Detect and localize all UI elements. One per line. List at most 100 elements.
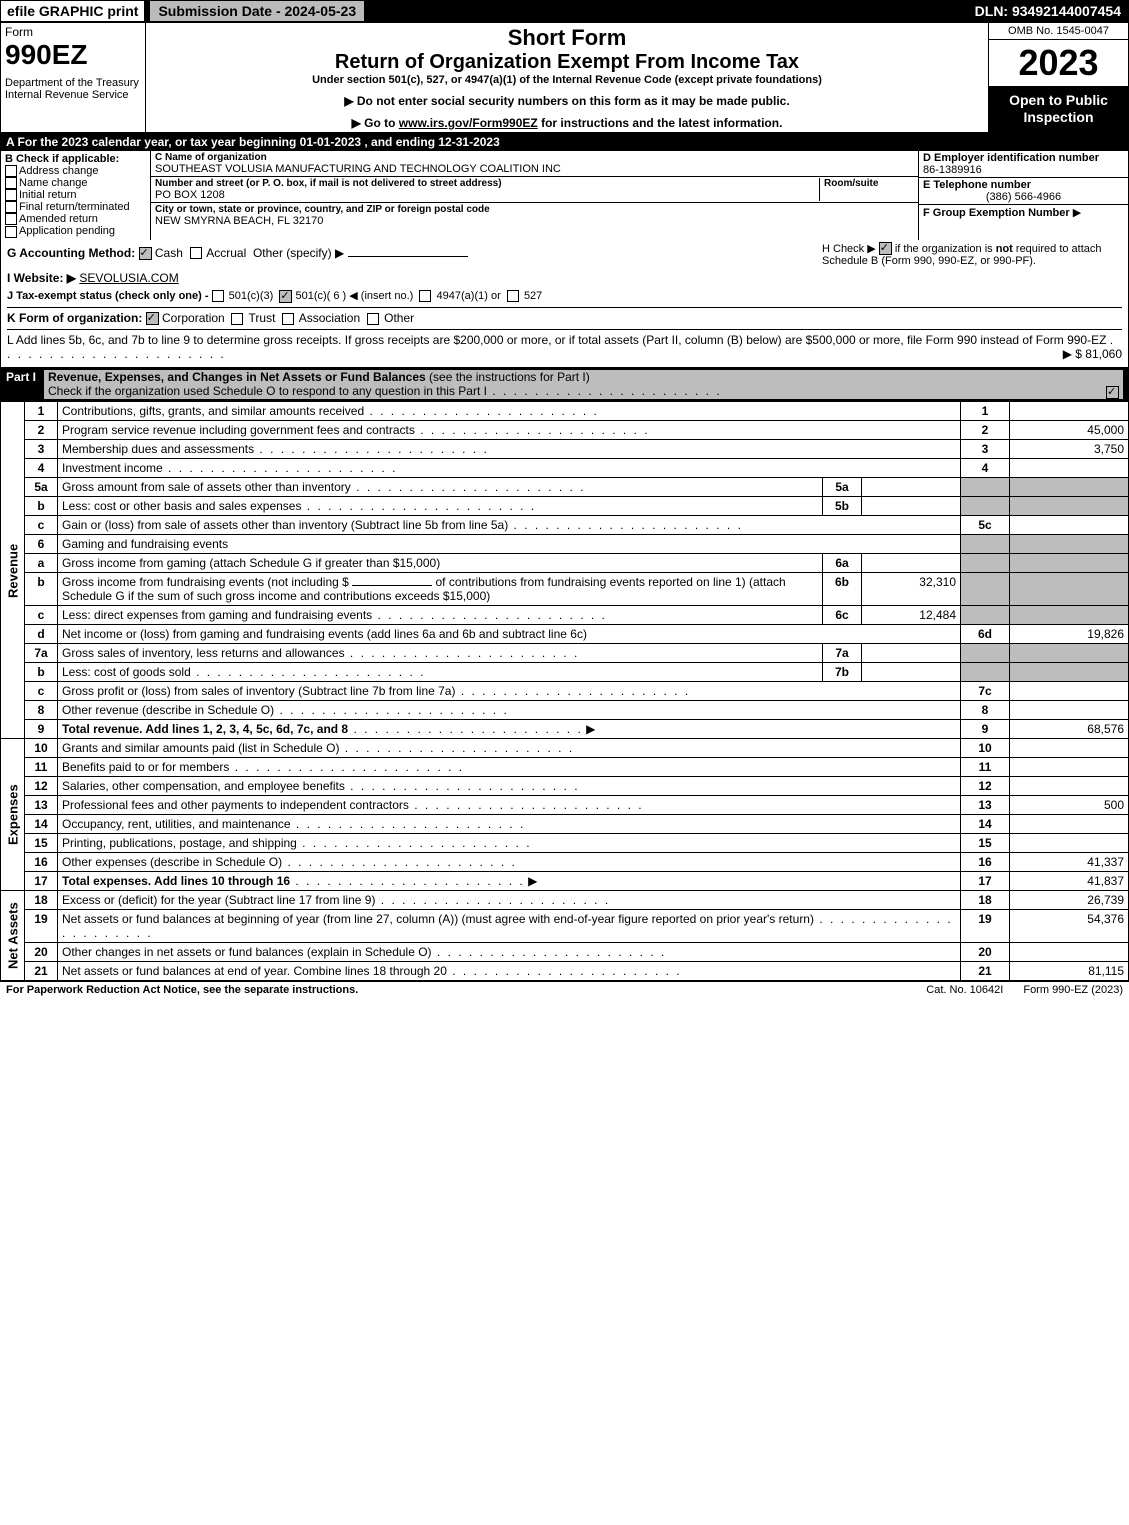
l5c-val [1010,516,1129,535]
checkbox-h[interactable] [879,242,892,255]
checkbox-schedule-o[interactable] [1106,386,1119,399]
l6d-num: 6d [961,625,1010,644]
d-ein-label: D Employer identification number [923,152,1124,164]
k-corp: Corporation [162,311,225,325]
e-phone: (386) 566-4966 [923,191,1124,203]
l2-num: 2 [961,421,1010,440]
l-value: ▶ $ 81,060 [1063,347,1122,361]
section-a: A For the 2023 calendar year, or tax yea… [0,133,1129,151]
l20-desc: Other changes in net assets or fund bala… [62,945,432,959]
l14-val [1010,815,1129,834]
checkbox-initial-return[interactable] [5,189,17,201]
l5c-desc: Gain or (loss) from sale of assets other… [62,518,508,532]
header-center: Short Form Return of Organization Exempt… [146,23,988,132]
l6d-val: 19,826 [1010,625,1129,644]
l6a-sv [862,554,961,573]
header-right: OMB No. 1545-0047 2023 Open to Public In… [988,23,1128,132]
l7a-desc: Gross sales of inventory, less returns a… [62,646,345,660]
l11-num: 11 [961,758,1010,777]
l13-num: 13 [961,796,1010,815]
checkbox-application-pending[interactable] [5,226,17,238]
goto-prefix: Go to [352,116,399,130]
l13-val: 500 [1010,796,1129,815]
b-item-4: Amended return [19,213,98,225]
checkbox-final-return[interactable] [5,201,17,213]
l17-num: 17 [961,872,1010,891]
part1-desc: Revenue, Expenses, and Changes in Net As… [44,370,1123,399]
l12-num: 12 [961,777,1010,796]
j-label: J Tax-exempt status (check only one) - [7,290,209,302]
checkbox-address-change[interactable] [5,165,17,177]
revenue-label: Revenue [1,402,25,739]
l7c-num: 7c [961,682,1010,701]
checkbox-other-org[interactable] [367,313,379,325]
short-form: Short Form [150,25,984,51]
g-other: Other (specify) ▶ [253,246,344,260]
netassets-label: Net Assets [1,891,25,981]
l15-desc: Printing, publications, postage, and shi… [62,836,297,850]
g-cash: Cash [155,246,183,260]
checkbox-accrual[interactable] [190,247,202,259]
col-def: D Employer identification number 86-1389… [918,151,1128,240]
g-label: G Accounting Method: [7,246,135,260]
h-text2: if the organization is [895,243,993,255]
b-item-0: Address change [19,165,99,177]
checkbox-amended-return[interactable] [5,213,17,225]
c-city-label: City or town, state or province, country… [155,204,914,215]
submission-date: Submission Date - 2024-05-23 [149,0,365,22]
checkbox-assoc[interactable] [282,313,294,325]
checkbox-527[interactable] [507,290,519,302]
l5b-sv [862,497,961,516]
c-org-name: SOUTHEAST VOLUSIA MANUFACTURING AND TECH… [155,163,914,175]
l5a-sn: 5a [823,478,862,497]
l5a-sv [862,478,961,497]
l10-val [1010,739,1129,758]
f-group-label: F Group Exemption Number [923,207,1070,219]
line-g: G Accounting Method: Cash Accrual Other … [7,246,822,260]
l20-val [1010,943,1129,962]
l4-val [1010,459,1129,478]
open-public: Open to Public Inspection [989,86,1128,132]
h-not: not [996,243,1013,255]
b-item-2: Initial return [19,189,76,201]
l5a-desc: Gross amount from sale of assets other t… [62,480,351,494]
checkbox-4947[interactable] [419,290,431,302]
i-website[interactable]: SEVOLUSIA.COM [79,271,178,285]
l16-desc: Other expenses (describe in Schedule O) [62,855,282,869]
l3-desc: Membership dues and assessments [62,442,254,456]
c-org-label: C Name of organization [155,152,914,163]
checkbox-corp[interactable] [146,312,159,325]
l19-num: 19 [961,910,1010,943]
checkbox-trust[interactable] [231,313,243,325]
l9-desc: Total revenue. Add lines 1, 2, 3, 4, 5c,… [62,722,348,736]
checkbox-501c3[interactable] [212,290,224,302]
l19-desc: Net assets or fund balances at beginning… [62,912,814,926]
checkbox-cash[interactable] [139,247,152,260]
l11-desc: Benefits paid to or for members [62,760,229,774]
efile-label[interactable]: efile GRAPHIC print [0,0,145,22]
l18-num: 18 [961,891,1010,910]
goto-suffix: for instructions and the latest informat… [538,116,783,130]
checkbox-name-change[interactable] [5,177,17,189]
l7b-desc: Less: cost of goods sold [62,665,191,679]
part1-title: Revenue, Expenses, and Changes in Net As… [48,370,426,384]
l21-desc: Net assets or fund balances at end of ye… [62,964,447,978]
l6c-desc: Less: direct expenses from gaming and fu… [62,608,372,622]
l9-val: 68,576 [1010,720,1129,739]
part1-check-line: Check if the organization used Schedule … [48,384,487,398]
l4-desc: Investment income [62,461,163,475]
c-room-label: Room/suite [824,178,914,189]
l17-val: 41,837 [1010,872,1129,891]
checkbox-501c[interactable] [279,290,292,303]
l5b-desc: Less: cost or other basis and sales expe… [62,499,301,513]
tax-year: 2023 [989,40,1128,86]
expenses-label: Expenses [1,739,25,891]
c-city: NEW SMYRNA BEACH, FL 32170 [155,215,914,227]
l3-val: 3,750 [1010,440,1129,459]
irs: Internal Revenue Service [5,89,141,101]
irs-link[interactable]: www.irs.gov/Form990EZ [399,116,538,130]
l7c-desc: Gross profit or (loss) from sales of inv… [62,684,455,698]
d-ein: 86-1389916 [923,164,1124,176]
l21-num: 21 [961,962,1010,981]
l11-val [1010,758,1129,777]
